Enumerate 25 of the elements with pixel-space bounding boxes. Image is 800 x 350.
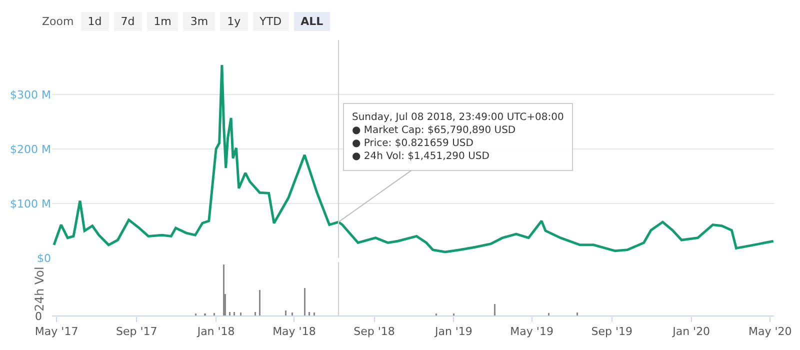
- x-tick-label: Sep '19: [591, 325, 633, 338]
- y-tick-label: $300 M: [10, 88, 51, 102]
- text: 1m: [146, 12, 178, 30]
- annotation: Sunday, Jul 08 2018, 23:49:00 UTC+08:00 ● Market Cap: $65,790,890 USD ● Price: $0.821659 USD ● 24h Vol: $1,451,290 USD: [352, 112, 564, 162]
- x-tick-label: Jan '20: [672, 325, 710, 338]
- text: YTD: [252, 12, 289, 30]
- x-tick-label: Sep '17: [116, 325, 158, 338]
- text: 0: [35, 310, 42, 323]
- x-tick-label: May '17: [34, 325, 78, 338]
- x-tick-label: Jan '18: [196, 325, 235, 338]
- x-tick-label: May '20: [748, 325, 792, 338]
- y-tick-label: $100 M: [10, 197, 51, 210]
- text: 1d: [80, 12, 109, 30]
- x-tick-label: May '18: [272, 325, 316, 338]
- x-tick-label: Sep '18: [354, 325, 395, 338]
- x-tick-label: Jan '19: [434, 325, 472, 338]
- x-tick-label: May '19: [510, 325, 554, 338]
- text: 1y: [220, 12, 248, 30]
- text: 3m: [183, 12, 216, 30]
- text: 7d: [114, 12, 142, 30]
- y-tick-label: $0: [37, 252, 51, 265]
- y-axis-title: 24h Vol: [32, 266, 46, 312]
- text: Zoom: [41, 14, 75, 30]
- y-tick-label: $200 M: [10, 142, 51, 156]
- text: ALL: [294, 12, 330, 30]
